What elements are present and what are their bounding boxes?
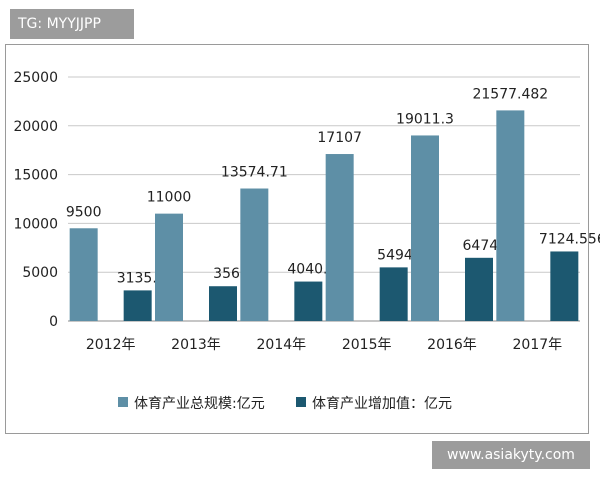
data-label: 7124.556	[539, 231, 600, 247]
bar-total-scale	[69, 228, 98, 321]
bar-total-scale	[325, 154, 354, 321]
y-tick-label: 10000	[13, 216, 58, 232]
bar-total-scale	[411, 135, 439, 321]
bar-added-value	[123, 290, 152, 321]
data-label: 17107	[317, 130, 362, 146]
y-tick-label: 15000	[13, 168, 58, 184]
x-tick-label: 2016年	[427, 337, 477, 353]
bar-total-scale	[155, 213, 183, 321]
watermark-top: TG: MYYJJPP	[10, 9, 134, 39]
data-label: 19011.3	[396, 111, 454, 127]
bar-total-scale	[240, 188, 269, 321]
y-tick-label: 25000	[13, 70, 58, 86]
legend-swatch	[296, 397, 306, 407]
y-tick-label: 5000	[22, 265, 58, 281]
x-tick-label: 2017年	[513, 337, 563, 353]
legend-label: 体育产业总规模:亿元	[134, 396, 265, 412]
x-tick-label: 2015年	[342, 337, 392, 353]
y-tick-label: 0	[49, 314, 58, 330]
y-tick-label: 20000	[13, 119, 58, 135]
data-label: 3563	[213, 266, 249, 282]
bar-total-scale	[496, 110, 525, 321]
data-label: 9500	[66, 204, 102, 220]
legend-swatch	[118, 397, 128, 407]
bar-added-value	[209, 286, 237, 321]
bar-added-value	[550, 251, 579, 321]
watermark-bottom: www.asiakyty.com	[432, 441, 590, 469]
legend-label: 体育产业增加值：亿元	[312, 396, 452, 412]
x-tick-label: 2012年	[86, 337, 136, 353]
bar-added-value	[465, 257, 493, 321]
data-label: 21577.482	[472, 86, 548, 102]
bar-added-value	[294, 281, 323, 321]
bar-added-value	[379, 267, 408, 321]
chart-frame	[5, 44, 589, 434]
data-label: 11000	[147, 190, 192, 206]
x-tick-label: 2013年	[171, 337, 221, 353]
data-label: 13574.71	[221, 165, 288, 181]
x-tick-label: 2014年	[257, 337, 307, 353]
